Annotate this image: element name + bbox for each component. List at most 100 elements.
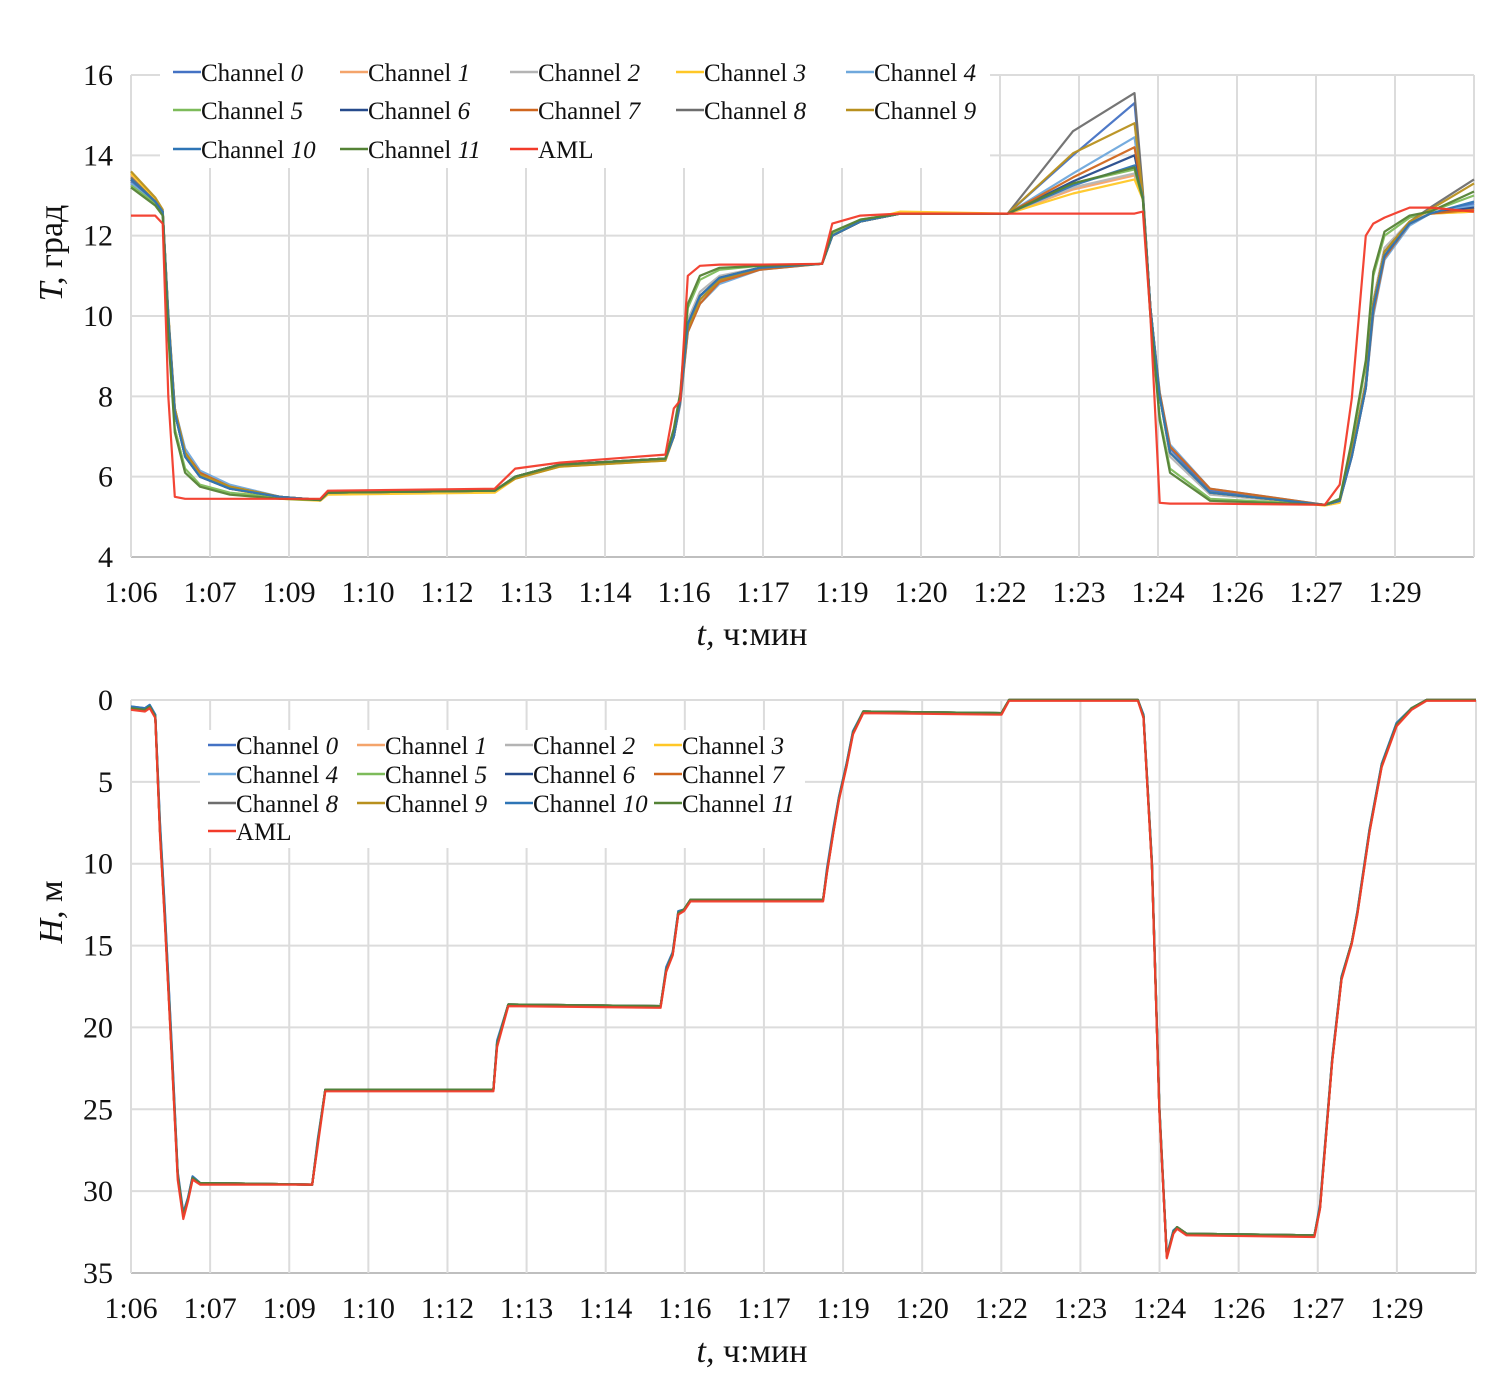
legend-background: [160, 58, 990, 168]
depth-chart: 0 5 10 15 20 25 30 351:06 1:07 1:09 1:10 1:12 1:13 1:…: [83, 684, 1477, 1325]
x-tick-label: 1:09: [262, 576, 315, 609]
legend-item: Channel 5: [357, 762, 487, 789]
depth-x-axis-title: t, ч:мин: [696, 1333, 808, 1370]
legend-item: Channel 9: [357, 791, 488, 818]
x-tick-label: 1:12: [420, 576, 473, 609]
legend-label: Channel 7: [538, 98, 642, 125]
legend-item: Channel 3: [654, 733, 784, 760]
legend-item: Channel 11: [654, 791, 795, 818]
x-tick-label: 1:06: [104, 1292, 157, 1325]
legend-background: [200, 730, 805, 848]
x-tick-label: 1:27: [1289, 576, 1342, 609]
x-tick-label: 1:07: [183, 1292, 236, 1325]
x-tick-label: 1:06: [104, 576, 157, 609]
legend-label: Channel 6: [533, 762, 636, 789]
depth-y-axis-title: H, м: [33, 880, 70, 944]
y-tick-label: 12: [83, 220, 113, 253]
x-tick-label: 1:23: [1052, 576, 1105, 609]
x-tick-label: 1:20: [894, 576, 947, 609]
y-tick-label: 10: [83, 848, 113, 881]
x-tick-label: 1:17: [736, 576, 789, 609]
legend-label: Channel 11: [682, 791, 795, 818]
series-line-channel-1: [130, 174, 1475, 506]
x-tick-label: 1:24: [1133, 1292, 1186, 1325]
legend-item: Channel 7: [654, 762, 786, 789]
x-tick-label: 1:12: [421, 1292, 474, 1325]
temperature-chart: 4 6 8 10 12 14 16 1:06 1:07 1:09 1:10 1:12 1:13 1:14 1…: [83, 58, 1475, 609]
x-tick-label: 1:14: [578, 576, 631, 609]
legend-label: AML: [538, 137, 594, 164]
series-line-channel-6: [130, 154, 1475, 506]
y-tick-label: 15: [83, 930, 113, 963]
x-tick-label: 1:16: [657, 576, 710, 609]
legend-label: Channel 0: [201, 60, 304, 87]
x-tick-label: 1:23: [1054, 1292, 1107, 1325]
series-line-aml: [130, 699, 1476, 1260]
legend-label: Channel 3: [682, 733, 784, 760]
legend-item: Channel 2: [510, 60, 640, 87]
temperature-y-axis-title: T, град: [33, 204, 70, 302]
legend-label: Channel 6: [368, 98, 471, 125]
y-tick-label: 35: [83, 1257, 113, 1290]
legend-label: Channel 2: [538, 60, 640, 87]
legend-label: Channel 4: [874, 60, 976, 87]
series-line-channel-11: [130, 166, 1475, 506]
legend-item: Channel 10: [173, 137, 316, 164]
x-tick-label: 1:22: [973, 576, 1026, 609]
x-tick-label: 1:26: [1212, 1292, 1265, 1325]
legend-item: Channel 3: [676, 60, 806, 87]
legend-item: Channel 5: [173, 98, 303, 125]
x-tick-label: 1:19: [816, 1292, 869, 1325]
legend-label: Channel 3: [704, 60, 806, 87]
x-tick-label: 1:10: [342, 1292, 395, 1325]
legend-item: Channel 4: [208, 762, 338, 789]
y-tick-label: 6: [98, 461, 113, 494]
y-tick-label: 25: [83, 1093, 113, 1126]
legend-item: Channel 11: [340, 137, 481, 164]
series-line-channel-5: [130, 168, 1475, 506]
legend-label: Channel 1: [385, 733, 487, 760]
series-line-channel-10: [130, 164, 1475, 506]
x-tick-label: 1:16: [658, 1292, 711, 1325]
series-line-channel-2: [130, 172, 1475, 506]
legend-label: Channel 9: [385, 791, 488, 818]
legend-item: Channel 10: [505, 791, 648, 818]
y-tick-label: 16: [83, 59, 113, 92]
x-tick-label: 1:19: [815, 576, 868, 609]
legend-label: Channel 9: [874, 98, 977, 125]
legend-label: Channel 11: [368, 137, 481, 164]
y-tick-label: 8: [98, 380, 113, 413]
y-tick-label: 10: [83, 300, 113, 333]
legend-label: Channel 4: [236, 762, 338, 789]
legend-label: Channel 5: [201, 98, 303, 125]
legend-item: Channel 1: [340, 60, 470, 87]
series-line-channel-3: [130, 172, 1475, 507]
legend-item: Channel 1: [357, 733, 487, 760]
series-line-channel-7: [130, 146, 1475, 506]
legend-label: Channel 8: [704, 98, 807, 125]
legend-label: Channel 2: [533, 733, 635, 760]
x-tick-label: 1:22: [975, 1292, 1028, 1325]
legend: Channel 0 Channel 1 Channel 2 Channel 3 Chan…: [160, 58, 990, 168]
legend-item: Channel 9: [846, 98, 977, 125]
series-line-channel-4: [130, 136, 1475, 506]
y-tick-label: 14: [83, 139, 113, 172]
legend-item: AML: [510, 137, 594, 164]
legend-item: Channel 8: [676, 98, 807, 125]
x-tick-label: 1:09: [263, 1292, 316, 1325]
y-tick-label: 4: [98, 541, 113, 574]
x-tick-label: 1:29: [1368, 576, 1421, 609]
x-tick-label: 1:10: [341, 576, 394, 609]
y-tick-label: 0: [98, 684, 113, 717]
legend-item: Channel 6: [505, 762, 636, 789]
legend-label: Channel 1: [368, 60, 470, 87]
y-tick-label: 5: [98, 766, 113, 799]
x-tick-label: 1:14: [579, 1292, 632, 1325]
y-tick-label: 20: [83, 1011, 113, 1044]
y-tick-label: 30: [83, 1175, 113, 1208]
legend-item: Channel 6: [340, 98, 471, 125]
series-line-channel-9: [130, 122, 1475, 506]
legend-item: Channel 8: [208, 791, 339, 818]
